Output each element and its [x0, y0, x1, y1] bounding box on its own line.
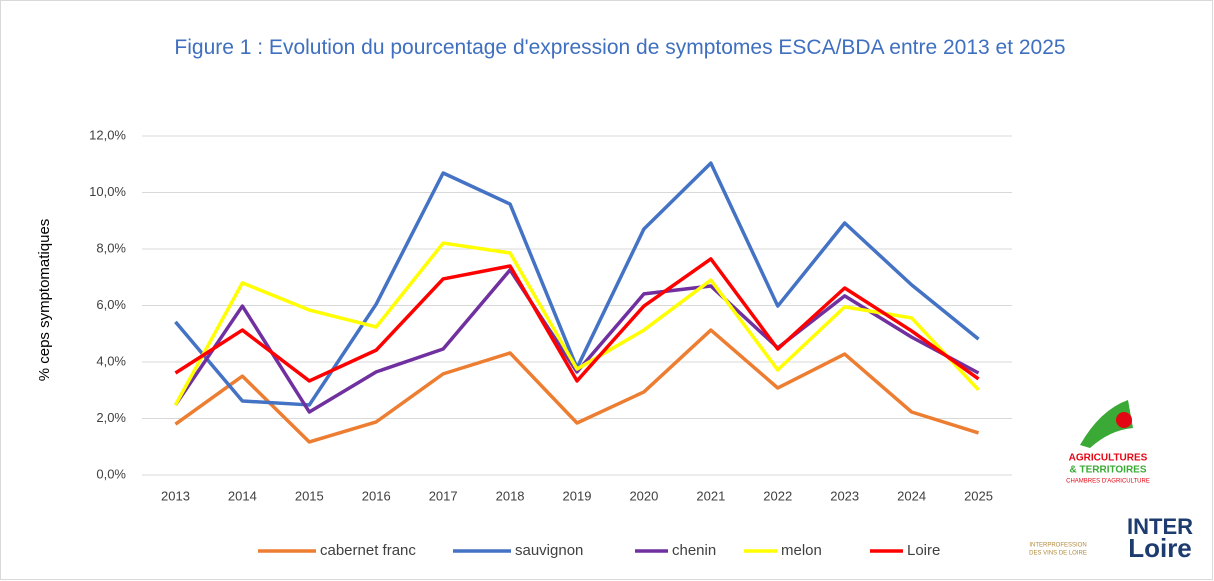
inter-logo: INTER Loire INTERPROFESSION DES VINS DE …: [1029, 514, 1193, 563]
x-tick-label: 2019: [563, 488, 592, 503]
x-tick-label: 2021: [696, 488, 725, 503]
series-line: [174, 328, 980, 444]
legend-label: melon: [781, 542, 822, 559]
logo-text: AGRICULTURES: [1069, 453, 1148, 464]
y-tick-label: 0,0%: [96, 466, 126, 481]
chart-title: Figure 1 : Evolution du pourcentage d'ex…: [174, 36, 1066, 59]
series-line: [174, 257, 980, 383]
x-tick-label: 2022: [763, 488, 792, 503]
legend-label: Loire: [907, 542, 940, 559]
legend-label: sauvignon: [515, 542, 583, 559]
y-axis-label: % ceps symptomatiques: [36, 219, 53, 382]
y-tick-label: 6,0%: [96, 297, 126, 312]
y-tick-label: 8,0%: [96, 240, 126, 255]
y-tick-label: 10,0%: [89, 184, 126, 199]
y-tick-label: 12,0%: [89, 127, 126, 142]
x-tick-label: 2015: [295, 488, 324, 503]
x-tick-label: 2017: [429, 488, 458, 503]
logo-text: & TERRITOIRES: [1069, 465, 1146, 476]
logo-text: INTERPROFESSION: [1029, 543, 1086, 549]
series-line: [173, 241, 980, 406]
agri-logo: AGRICULTURES & TERRITOIRES CHAMBRES D'AG…: [1066, 400, 1150, 485]
logo-text: Loire: [1128, 533, 1192, 563]
legend-label: cabernet franc: [320, 542, 416, 559]
x-tick-label: 2023: [830, 488, 859, 503]
y-tick-label: 4,0%: [96, 353, 126, 368]
x-tick-label: 2014: [228, 488, 257, 503]
logo-shape: [1116, 412, 1132, 428]
logo-shape: [1080, 400, 1133, 448]
logo-text: CHAMBRES D'AGRICULTURE: [1066, 479, 1150, 485]
x-tick-label: 2018: [496, 488, 525, 503]
x-tick-label: 2016: [362, 488, 391, 503]
x-tick-label: 2025: [964, 488, 993, 503]
x-tick-label: 2020: [629, 488, 658, 503]
logo-text: INTER: [1127, 514, 1193, 539]
x-tick-label: 2024: [897, 488, 926, 503]
x-tick-label: 2013: [161, 488, 190, 503]
legend-label: chenin: [672, 542, 716, 559]
series-line: [174, 268, 980, 414]
logo-text: DES VINS DE LOIRE: [1029, 551, 1087, 557]
y-tick-label: 2,0%: [96, 410, 126, 425]
